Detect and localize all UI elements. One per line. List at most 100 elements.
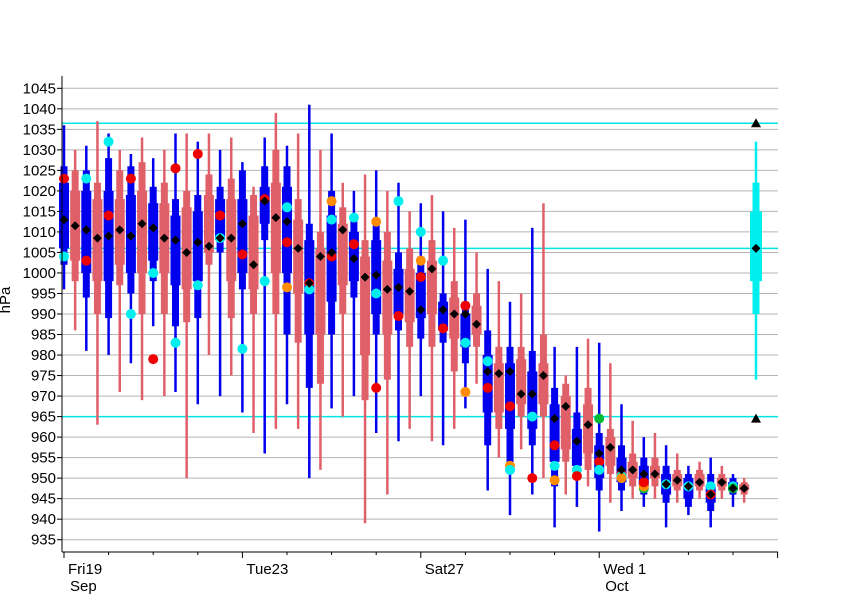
- inner-box: [493, 363, 504, 413]
- orange-dot: [460, 386, 471, 397]
- y-tick-label: 1010: [23, 224, 56, 241]
- red-dot: [549, 440, 560, 451]
- red-dot: [125, 173, 136, 184]
- median-marker: [293, 243, 303, 253]
- median-marker: [672, 475, 682, 485]
- y-tick-label: 995: [31, 285, 56, 302]
- inner-box: [237, 199, 248, 273]
- red-dot: [571, 471, 582, 482]
- median-marker: [304, 278, 314, 288]
- cyan-dot: [438, 255, 449, 266]
- inner-box: [516, 359, 527, 405]
- median-marker: [605, 442, 615, 452]
- y-tick-label: 1005: [23, 244, 56, 261]
- cyan-dot: [59, 251, 69, 262]
- y-tick-label: 1020: [23, 183, 56, 200]
- cyan-dot: [259, 276, 270, 287]
- red-dot: [415, 272, 426, 283]
- inner-box: [382, 260, 393, 335]
- y-tick-label: 945: [31, 491, 56, 508]
- y-tick-label: 960: [31, 429, 56, 446]
- cyan-dot: [505, 464, 515, 475]
- y-tick-label: 1015: [23, 203, 56, 220]
- median-marker: [617, 465, 626, 475]
- ensemble-dots: [59, 136, 738, 500]
- inner-box: [170, 215, 181, 286]
- x-tick-label: Tue23: [246, 561, 288, 578]
- red-dot: [482, 382, 493, 393]
- cyan-dot: [371, 288, 382, 299]
- climate-extreme-triangle-1: [751, 413, 761, 423]
- climate-extreme-triangle-0: [751, 118, 761, 128]
- red-dot: [371, 382, 382, 393]
- inner-box: [137, 190, 148, 273]
- inner-box: [460, 314, 471, 347]
- median-marker: [315, 252, 325, 262]
- orange-dot: [415, 255, 426, 266]
- inner-box: [360, 256, 371, 356]
- median-marker: [483, 366, 493, 376]
- x-tick-label: Fri19: [68, 561, 102, 578]
- median-marker: [327, 247, 337, 257]
- median-marker: [427, 264, 437, 274]
- orange-dot: [371, 216, 382, 227]
- cyan-dot: [81, 173, 92, 184]
- median-marker: [104, 231, 114, 241]
- median-marker: [516, 389, 526, 399]
- inner-box: [315, 248, 326, 335]
- cyan-dot: [192, 280, 203, 291]
- climate-median: [751, 243, 761, 253]
- red-dot: [192, 148, 203, 159]
- cyan-dot: [237, 343, 248, 354]
- median-marker: [204, 241, 214, 251]
- red-dot: [393, 311, 404, 322]
- y-tick-label: 985: [31, 327, 56, 344]
- red-dot: [527, 473, 538, 484]
- y-tick-label: 975: [31, 368, 56, 385]
- median-marker: [728, 483, 738, 493]
- axes: 935 940 945 950 955 960 965 970 975 980 985 990 995 1…: [23, 76, 779, 595]
- median-marker: [416, 305, 426, 315]
- median-marker: [171, 235, 180, 245]
- cyan-dot: [148, 267, 159, 278]
- y-tick-label: 935: [31, 532, 56, 549]
- median-marker: [494, 369, 504, 378]
- y-axis-label: hPa: [0, 286, 14, 313]
- median-marker: [639, 469, 649, 479]
- x-tick-label: Wed 1: [603, 561, 646, 578]
- median-marker: [695, 477, 705, 487]
- y-tick-label: 1025: [23, 162, 56, 179]
- median-marker: [237, 219, 247, 229]
- inner-box: [426, 260, 437, 314]
- inner-box: [203, 195, 214, 253]
- median-marker: [92, 233, 102, 243]
- cyan-dot: [304, 284, 315, 295]
- orange-dot: [326, 196, 337, 207]
- inner-box: [549, 404, 560, 462]
- inner-box: [337, 223, 348, 286]
- y-tick-label: 1035: [23, 121, 56, 138]
- median-marker: [594, 449, 604, 459]
- median-marker: [159, 233, 169, 243]
- median-marker: [282, 217, 292, 227]
- median-marker: [193, 237, 203, 247]
- median-marker: [81, 225, 91, 235]
- median-marker: [226, 233, 236, 243]
- cyan-dot: [170, 337, 181, 348]
- inner-box: [438, 301, 449, 331]
- median-marker: [260, 196, 270, 206]
- median-marker: [137, 219, 147, 229]
- median-marker: [438, 305, 448, 315]
- red-dot: [103, 210, 114, 221]
- x-tick-sublabel: Oct: [605, 578, 629, 595]
- cyan-dot: [348, 212, 359, 223]
- median-marker: [271, 213, 281, 223]
- red-dot: [59, 173, 69, 184]
- median-marker: [628, 465, 638, 475]
- median-marker: [382, 284, 392, 294]
- median-marker: [683, 481, 693, 491]
- median-marker: [717, 477, 727, 487]
- inner-box: [270, 182, 281, 273]
- median-marker: [115, 225, 125, 235]
